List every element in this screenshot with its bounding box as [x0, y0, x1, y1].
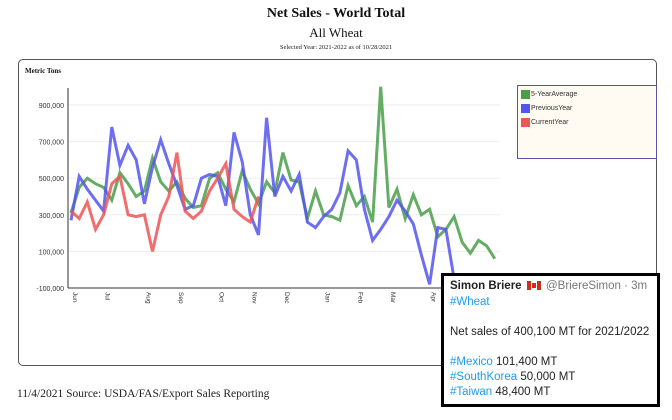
- tweet-author-handle[interactable]: @BriereSimon: [545, 280, 621, 292]
- y-tick-label: 300,000: [39, 213, 64, 220]
- chart-subtitle: All Wheat: [309, 25, 363, 40]
- hashtag-southkorea[interactable]: #SouthKorea: [450, 371, 518, 383]
- y-axis-title: Metric Tons: [25, 67, 61, 75]
- y-tick-label: 700,000: [39, 140, 64, 147]
- x-tick-label: Jul: [104, 292, 111, 301]
- y-tick-label: 500,000: [39, 176, 64, 183]
- y-tick-label: 100,000: [39, 249, 64, 256]
- canada-flag-icon: [526, 281, 541, 290]
- legend-item-previous-year[interactable]: PreviousYear: [521, 104, 572, 113]
- tweet-item: #Mexico 101,400 MT: [450, 356, 557, 368]
- x-tick-label: Oct: [218, 292, 225, 302]
- tweet-body: Net sales of 400,100 MT for 2021/2022: [450, 326, 650, 338]
- x-tick-label: Nov: [250, 292, 257, 304]
- tweet-item: #SouthKorea 50,000 MT: [450, 371, 575, 383]
- chart-legend: 5-YearAverage PreviousYear CurrentYear: [517, 85, 657, 159]
- x-tick-label: Aug: [144, 292, 151, 304]
- series-line-currentyear[interactable]: [69, 152, 260, 252]
- hashtag-mexico[interactable]: #Mexico: [450, 356, 493, 368]
- tweet-overlay: Simon Briere @BriereSimon · 3m #Wheat Ne…: [441, 273, 660, 407]
- hashtag-wheat[interactable]: #Wheat: [450, 296, 490, 308]
- x-tick-label: Jan: [324, 292, 331, 303]
- selected-year-label: Selected Year: 2021-2022 as of 10/28/202…: [279, 44, 393, 51]
- x-tick-label: Sep: [177, 292, 184, 304]
- legend-swatch: [521, 104, 530, 113]
- series-line-previousyear[interactable]: [69, 117, 496, 290]
- y-tick-label: 900,000: [39, 103, 64, 110]
- legend-swatch: [521, 118, 530, 127]
- y-tick-label: -100,000: [36, 286, 64, 293]
- legend-item-5-year-average[interactable]: 5-YearAverage: [521, 90, 577, 99]
- hashtag-taiwan[interactable]: #Taiwan: [450, 386, 493, 398]
- chart-title: Net Sales - World Total: [266, 6, 406, 21]
- series-line-5-yearaverage[interactable]: [69, 86, 497, 260]
- legend-label: 5-YearAverage: [531, 91, 578, 98]
- tweet-item-value: 50,000 MT: [520, 371, 576, 383]
- tweet-author-name[interactable]: Simon Briere: [450, 280, 522, 292]
- tweet-item-value: 48,400 MT: [495, 386, 551, 398]
- source-footer: 11/4/2021 Source: USDA/FAS/Export Sales …: [17, 388, 270, 400]
- tweet-header: Simon Briere @BriereSimon · 3m: [450, 280, 647, 292]
- legend-swatch: [521, 90, 530, 99]
- x-tick-label: Jun: [71, 292, 78, 303]
- legend-item-current-year[interactable]: CurrentYear: [521, 118, 569, 127]
- tweet-item: #Taiwan 48,400 MT: [450, 386, 550, 398]
- x-tick-label: Apr: [430, 292, 437, 303]
- legend-label: CurrentYear: [531, 119, 569, 126]
- x-tick-label: Feb: [356, 292, 363, 304]
- x-tick-label: Mar: [389, 292, 396, 304]
- tweet-time: · 3m: [624, 280, 648, 292]
- legend-label: PreviousYear: [531, 105, 573, 112]
- tweet-item-value: 101,400 MT: [496, 356, 558, 368]
- chart-frame: [18, 59, 657, 366]
- x-tick-label: Dec: [283, 292, 290, 304]
